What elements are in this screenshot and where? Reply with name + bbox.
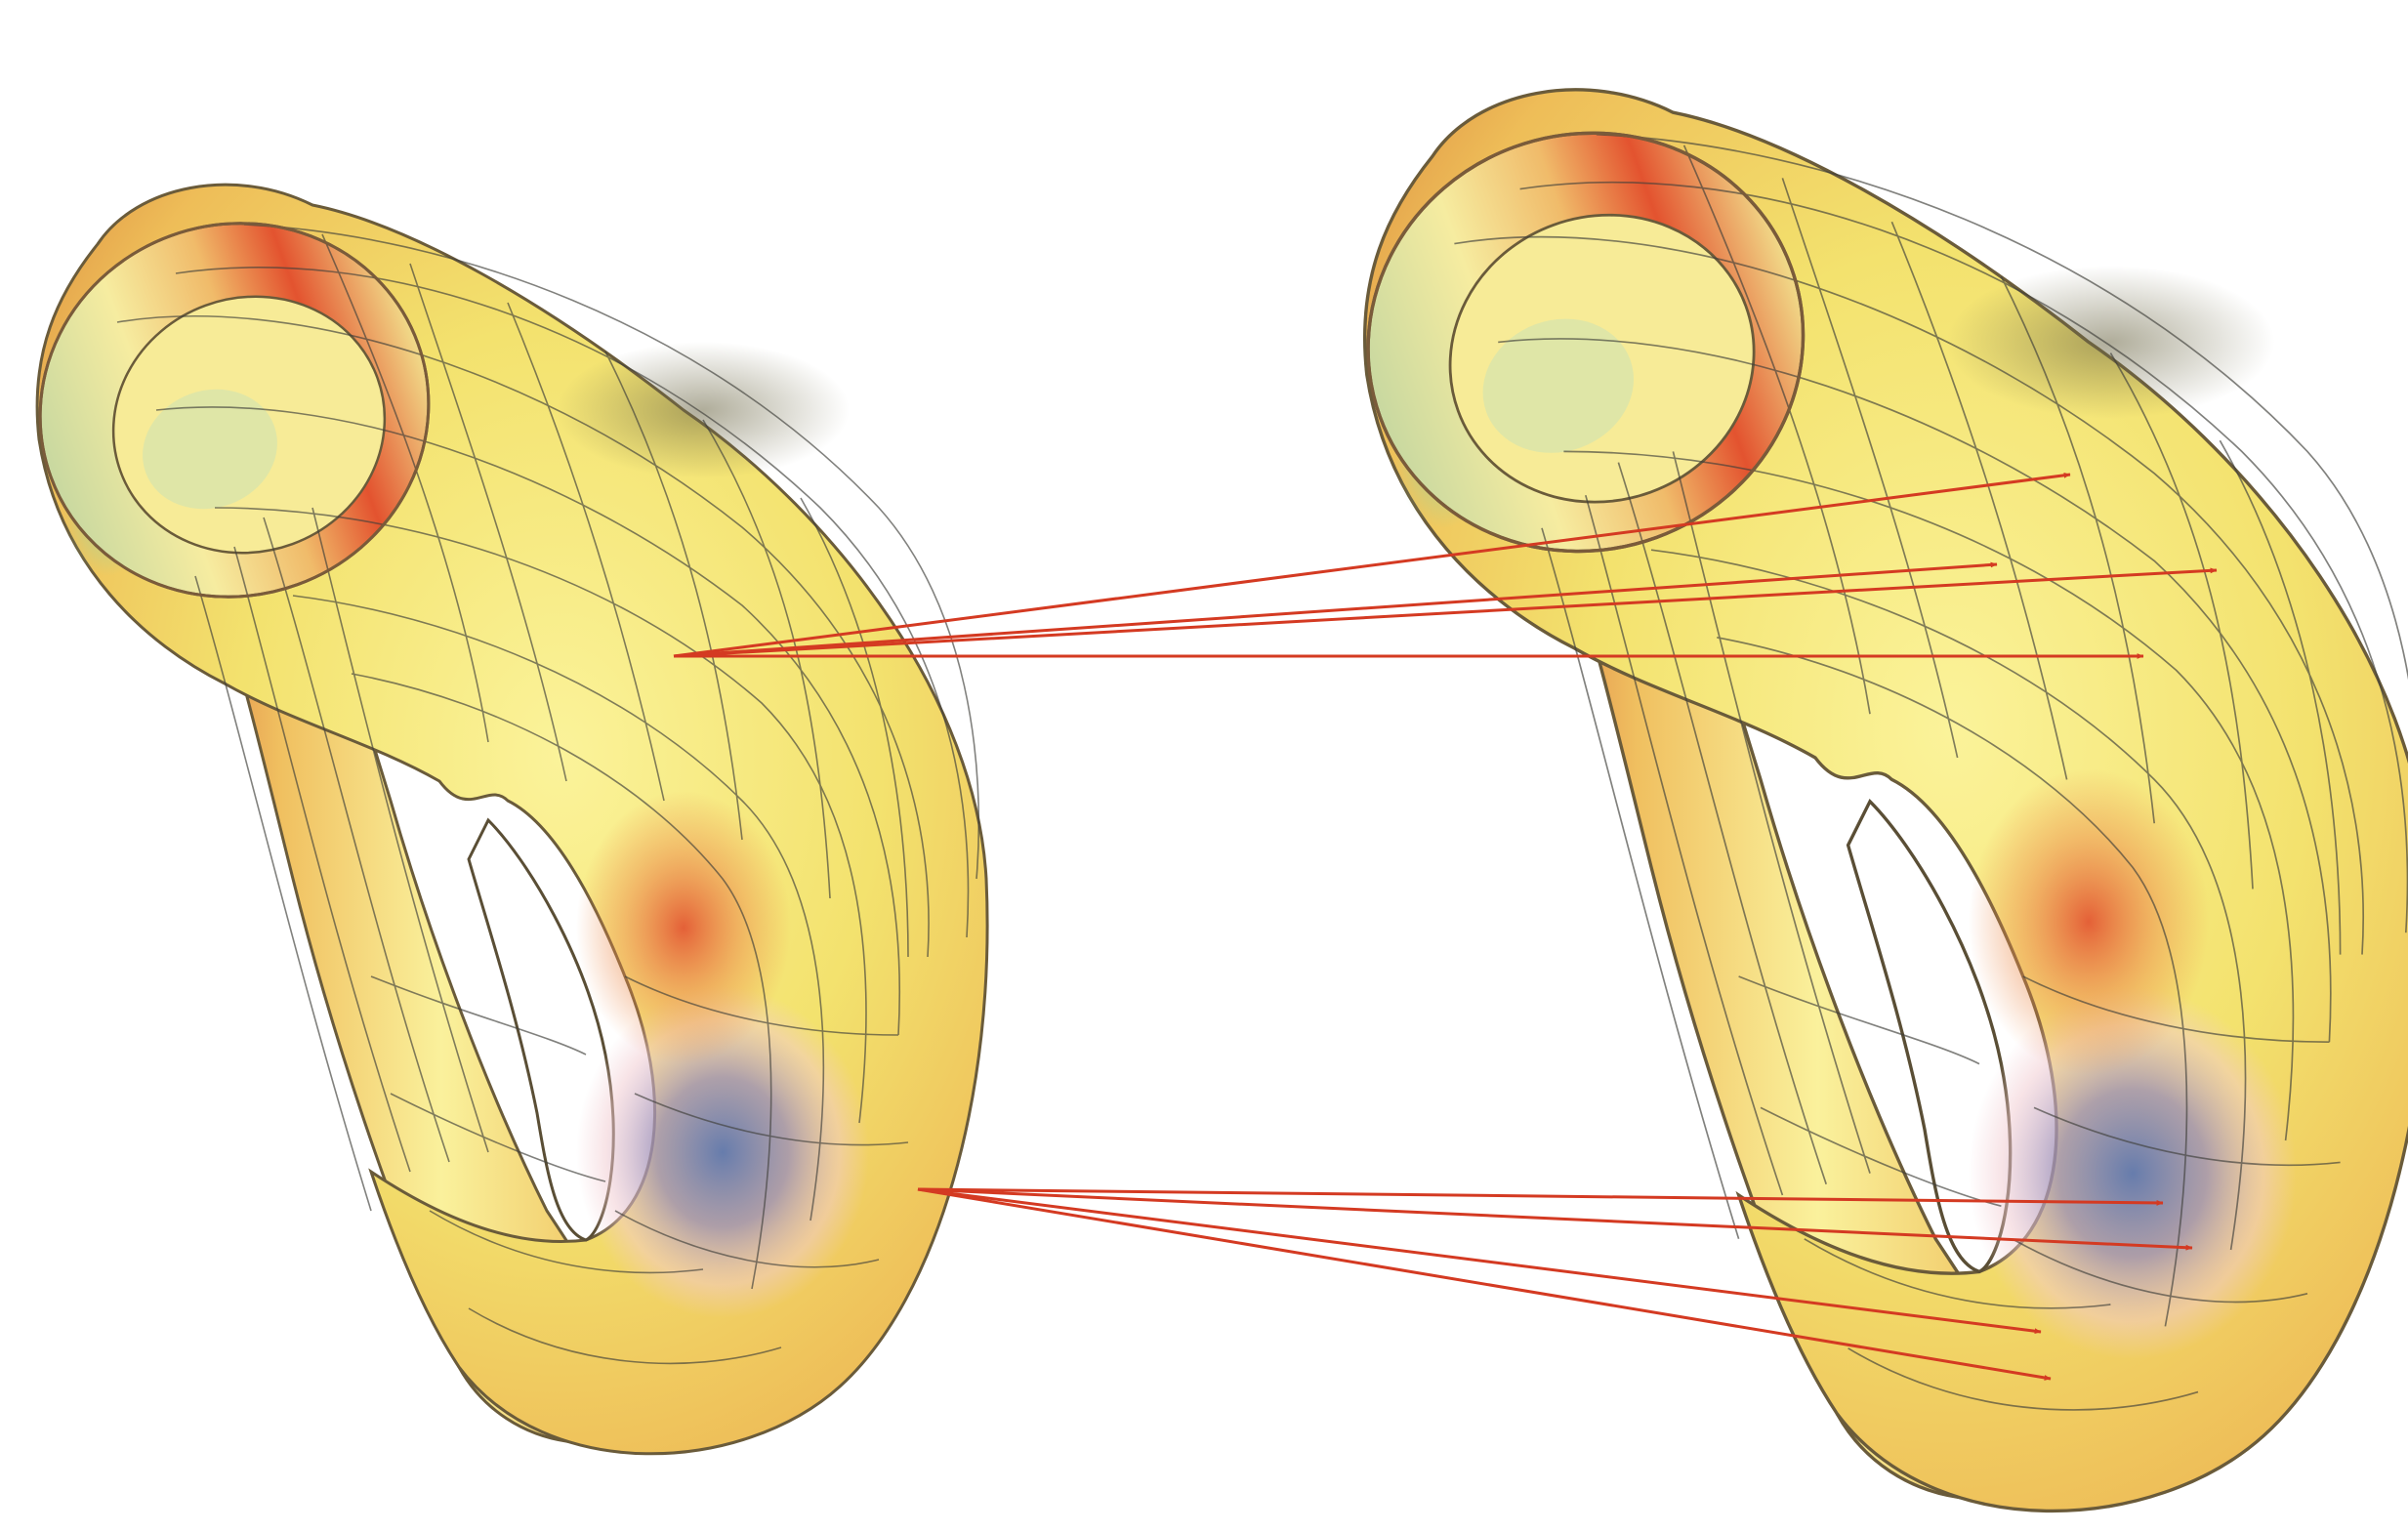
left-opening-throat (143, 389, 277, 510)
klein-bottle-right (1362, 88, 2408, 1513)
arrow-lower-4 (917, 1187, 2052, 1381)
left-upper-shade (557, 342, 850, 478)
left-blue-shade (576, 986, 869, 1318)
arrow-lower-1 (917, 1187, 2164, 1206)
left-red-shade (576, 791, 791, 1064)
left-rim-outline (38, 222, 431, 599)
klein-bottle-left (35, 183, 989, 1456)
right-opening-throat (1482, 318, 1634, 453)
right-red-shade (1968, 768, 2210, 1075)
right-rim-outline (1366, 131, 1806, 554)
arrow-lower-3 (917, 1187, 2042, 1335)
arrow-lower-2 (917, 1187, 2193, 1251)
left-mesh (116, 224, 980, 1365)
right-blue-shade (1968, 987, 2297, 1359)
correspondence-arrows-upper (673, 472, 2218, 659)
correspondence-arrows-lower (917, 1187, 2193, 1381)
right-mesh (1454, 133, 2408, 1411)
arrow-upper-2 (673, 561, 1998, 658)
arrow-upper-3 (673, 567, 2218, 658)
arrow-upper-1 (673, 472, 2071, 658)
right-upper-shade (1946, 266, 2275, 419)
